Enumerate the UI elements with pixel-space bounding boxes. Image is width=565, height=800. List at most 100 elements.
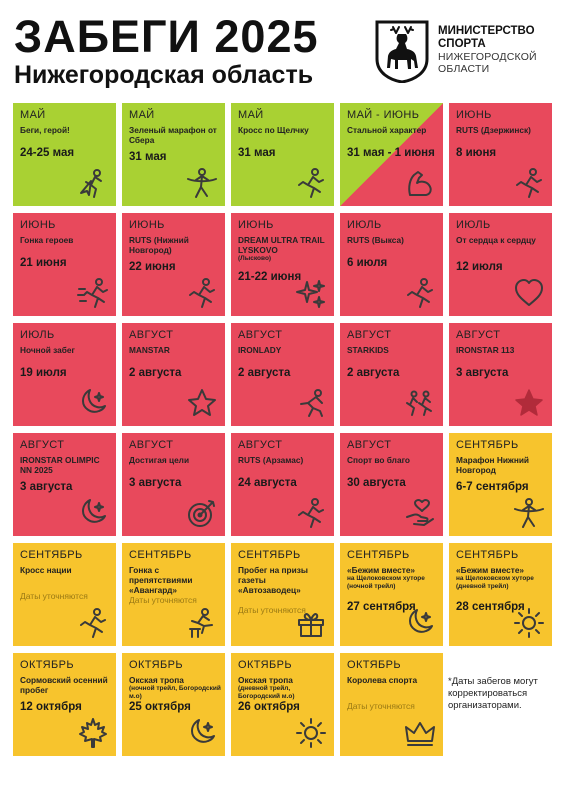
event-name: Сормовский осенний пробег xyxy=(20,675,112,695)
event-month: ОКТЯБРЬ xyxy=(347,659,401,671)
event-name: Гонка с препятствиями «Авангард» xyxy=(129,565,221,595)
event-name-text: Марафон Нижний Новгород xyxy=(456,455,530,475)
event-card: АВГУСТ IRONSTAR OLIMPIC NN 2025 3 августа xyxy=(13,433,116,536)
event-month: АВГУСТ xyxy=(129,329,174,341)
event-name-location: на Щелоковском хуторе xyxy=(347,575,425,582)
event-card: МАЙ - ИЮНЬ Стальной характер 31 мая - 1 ию… xyxy=(340,103,443,206)
event-name: Достигая цели xyxy=(129,455,221,465)
event-card: МАЙ Зеленый марафон от Сбера 31 мая xyxy=(122,103,225,206)
event-name: Окская тропа (дневной трейл, Богородский … xyxy=(238,675,330,701)
event-name-text: Королева спорта xyxy=(347,675,418,685)
event-name-text: IRONSTAR 113 xyxy=(456,345,515,355)
crown-icon xyxy=(404,717,436,749)
event-month: АВГУСТ xyxy=(347,329,392,341)
event-date: 28 сентября xyxy=(456,601,525,613)
event-name-note: (дневной трейл, Богородский м.о) xyxy=(238,685,295,700)
event-month: ИЮНЬ xyxy=(456,109,492,121)
event-name: Марафон Нижний Новгород xyxy=(456,455,548,475)
fast-runner-icon xyxy=(77,277,109,309)
event-dates-tbd: Даты уточняются xyxy=(20,591,88,601)
event-name-text: RUTS (Арзамас) xyxy=(238,455,304,465)
event-card: ИЮЛЬ От сердца к сердцу 12 июля xyxy=(449,213,552,316)
muscle-arm-icon xyxy=(404,167,436,199)
event-date: 30 августа xyxy=(347,477,406,489)
event-month: СЕНТЯБРЬ xyxy=(347,549,410,561)
heart-icon xyxy=(513,277,545,309)
runner-icon xyxy=(404,277,436,309)
event-card: СЕНТЯБРЬ «Бежим вместе» на Щелоковском хут… xyxy=(340,543,443,646)
heart-hand-icon xyxy=(404,497,436,529)
event-month: ИЮНЬ xyxy=(20,219,56,231)
event-month: ИЮЛЬ xyxy=(347,219,382,231)
runner-icon xyxy=(513,167,545,199)
moon-icon xyxy=(77,387,109,419)
event-name: IRONSTAR OLIMPIC NN 2025 xyxy=(20,455,112,475)
event-date: 2 августа xyxy=(129,367,182,379)
event-month: ИЮЛЬ xyxy=(20,329,55,341)
event-name: MANSTAR xyxy=(129,345,221,355)
event-name-text: IRONSTAR OLIMPIC NN 2025 xyxy=(20,455,100,475)
event-name-text: RUTS (Нижний Новгород) xyxy=(129,235,189,255)
event-month: ИЮНЬ xyxy=(129,219,165,231)
event-month: МАЙ xyxy=(238,109,264,121)
event-date: 25 октября xyxy=(129,701,191,713)
event-name-text: RUTS (Дзержинск) xyxy=(456,125,531,135)
event-card: АВГУСТ IRONLADY 2 августа xyxy=(231,323,334,426)
event-month: АВГУСТ xyxy=(347,439,392,451)
event-card: ИЮЛЬ Ночной забег 19 июля xyxy=(13,323,116,426)
event-name-text: Достигая цели xyxy=(129,455,190,465)
event-card: ИЮНЬ DREAM ULTRA TRAIL LYSKOVO (Лысково) 21… xyxy=(231,213,334,316)
event-name-text: От сердца к сердцу xyxy=(456,235,536,245)
event-date: 31 мая xyxy=(238,147,276,159)
event-dates-tbd: Даты уточняются xyxy=(129,595,197,605)
event-card: АВГУСТ RUTS (Арзамас) 24 августа xyxy=(231,433,334,536)
event-card: ОКТЯБРЬ Окская тропа (ночной трейл, Богоро… xyxy=(122,653,225,756)
event-name: RUTS (Нижний Новгород) xyxy=(129,235,221,255)
event-card: АВГУСТ IRONSTAR 113 3 августа xyxy=(449,323,552,426)
event-card: АВГУСТ Спорт во благо 30 августа xyxy=(340,433,443,536)
star-icon xyxy=(186,387,218,419)
event-name-text: Стальной характер xyxy=(347,125,427,135)
event-month: АВГУСТ xyxy=(129,439,174,451)
event-month: ОКТЯБРЬ xyxy=(238,659,292,671)
event-name: RUTS (Арзамас) xyxy=(238,455,330,465)
event-name: DREAM ULTRA TRAIL LYSKOVO (Лысково) xyxy=(238,235,330,263)
event-date: 21 июня xyxy=(20,257,67,269)
event-date: 27 сентября xyxy=(347,601,416,613)
hurdle-runner-icon xyxy=(186,607,218,639)
event-date: 24-25 мая xyxy=(20,147,75,159)
event-card: ИЮЛЬ RUTS (Выкса) 6 июля xyxy=(340,213,443,316)
event-name: STARKIDS xyxy=(347,345,439,355)
event-month: МАЙ xyxy=(129,109,155,121)
event-card: ОКТЯБРЬ Окская тропа (дневной трейл, Богор… xyxy=(231,653,334,756)
event-card: МАЙ Беги, герой! 24-25 мая xyxy=(13,103,116,206)
page-subtitle: Нижегородская область xyxy=(14,61,314,89)
event-date: 6 июля xyxy=(347,257,388,269)
runner-icon xyxy=(295,167,327,199)
event-name: IRONLADY xyxy=(238,345,330,355)
event-date: 19 июля xyxy=(20,367,67,379)
event-dates-tbd: Даты уточняются xyxy=(238,605,306,615)
event-name-text: Ночной забег xyxy=(20,345,75,355)
target-icon xyxy=(186,497,218,529)
event-month: СЕНТЯБРЬ xyxy=(456,439,519,451)
event-name-text: Зеленый марафон от Сбера xyxy=(129,125,217,145)
event-month: МАЙ xyxy=(20,109,46,121)
maple-leaf-icon xyxy=(77,717,109,749)
hero-runner-icon xyxy=(77,167,109,199)
event-date: 2 августа xyxy=(238,367,291,379)
event-card: АВГУСТ Достигая цели 3 августа xyxy=(122,433,225,536)
event-name: Ночной забег xyxy=(20,345,112,355)
event-name-note: (ночной трейл) xyxy=(347,583,396,590)
event-date: 3 августа xyxy=(129,477,182,489)
dates-note: *Даты забегов могут корректироваться орг… xyxy=(448,676,538,711)
event-name: От сердца к сердцу xyxy=(456,235,548,245)
event-name: «Бежим вместе» на Щелоковском хуторе (днев… xyxy=(456,565,548,591)
event-month: ИЮЛЬ xyxy=(456,219,491,231)
event-card: ИЮНЬ RUTS (Нижний Новгород) 22 июня xyxy=(122,213,225,316)
event-name: Зеленый марафон от Сбера xyxy=(129,125,221,145)
event-name-text: Окская тропа xyxy=(129,675,184,685)
event-name-text: Кросс по Щелчку xyxy=(238,125,309,135)
event-name-text: IRONLADY xyxy=(238,345,282,355)
event-date: 12 октября xyxy=(20,701,82,713)
